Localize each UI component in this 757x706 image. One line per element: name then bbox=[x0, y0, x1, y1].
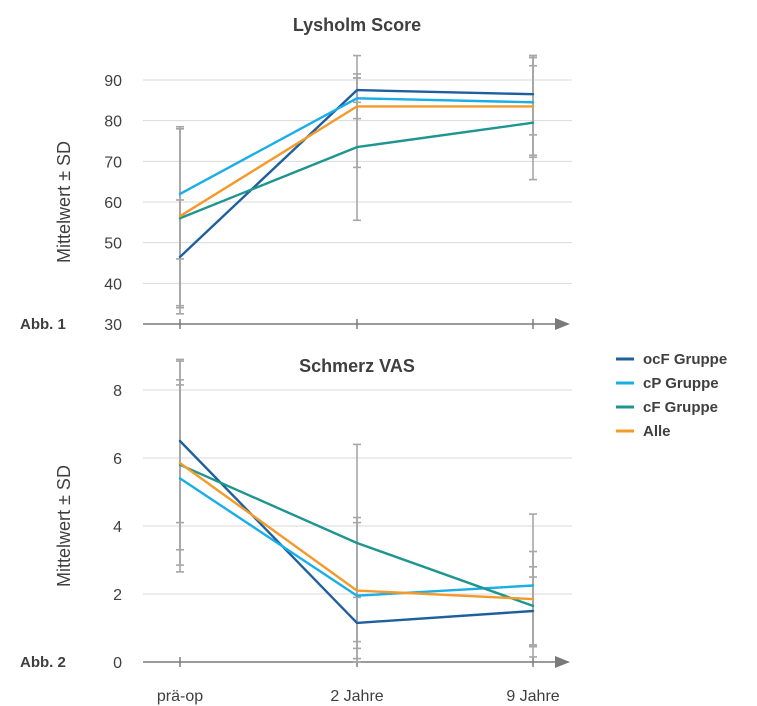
lysholm-series-cf-gruppe bbox=[178, 121, 535, 220]
lysholm-series-alle bbox=[178, 105, 535, 218]
lysholm-y-tick-label: 60 bbox=[104, 195, 122, 212]
legend-label: cP Gruppe bbox=[643, 375, 719, 392]
legend-label: cF Gruppe bbox=[643, 399, 718, 416]
vas-y-tick-label: 6 bbox=[113, 451, 122, 468]
vas-x-tick-label: 9 Jahre bbox=[506, 688, 559, 705]
vas-y-tick-label: 4 bbox=[113, 519, 122, 536]
lysholm-series-ocf-gruppe bbox=[178, 88, 535, 259]
lysholm-y-axis-label: Mittelwert ± SD bbox=[54, 141, 74, 263]
vas-series-cp-gruppe bbox=[178, 477, 535, 597]
lysholm-y-tick-label: 90 bbox=[104, 73, 122, 90]
lysholm-y-tick-label: 80 bbox=[104, 114, 122, 131]
lysholm-x-axis-arrow bbox=[555, 318, 570, 330]
lysholm-title: Lysholm Score bbox=[293, 15, 421, 35]
lysholm-y-tick-label: 70 bbox=[104, 154, 122, 171]
legend-label: ocF Gruppe bbox=[643, 351, 727, 368]
vas-y-tick-label: 0 bbox=[113, 655, 122, 672]
vas-series-alle bbox=[178, 461, 535, 601]
vas-title: Schmerz VAS bbox=[299, 356, 415, 376]
vas-y-axis-label: Mittelwert ± SD bbox=[54, 465, 74, 587]
lysholm-chart: Lysholm Score 30 40 50 60 70 80 90 Mittelwert ± … bbox=[54, 15, 572, 334]
figure-tag-1: Abb. 1 bbox=[20, 316, 66, 333]
figure-tag-2: Abb. 2 bbox=[20, 654, 66, 671]
vas-x-axis-arrow bbox=[555, 656, 570, 668]
vas-chart: Schmerz VAS 0 2 4 6 8 Mittelwert ± SD prä-op 2 J… bbox=[54, 356, 572, 705]
vas-series-cf-gruppe bbox=[178, 463, 535, 608]
lysholm-y-tick-label: 30 bbox=[104, 317, 122, 334]
vas-y-tick-label: 2 bbox=[113, 587, 122, 604]
lysholm-series-cp-gruppe bbox=[178, 97, 535, 196]
vas-x-tick-label: 2 Jahre bbox=[330, 688, 383, 705]
legend-label: Alle bbox=[643, 423, 671, 440]
lysholm-y-tick-label: 50 bbox=[104, 236, 122, 253]
legend: ocF Gruppe cP Gruppe cF Gruppe Alle bbox=[616, 351, 727, 440]
vas-series-ocf-gruppe bbox=[178, 439, 535, 625]
lysholm-y-tick-label: 40 bbox=[104, 276, 122, 293]
vas-y-tick-label: 8 bbox=[113, 383, 122, 400]
vas-x-tick-label: prä-op bbox=[157, 688, 203, 705]
